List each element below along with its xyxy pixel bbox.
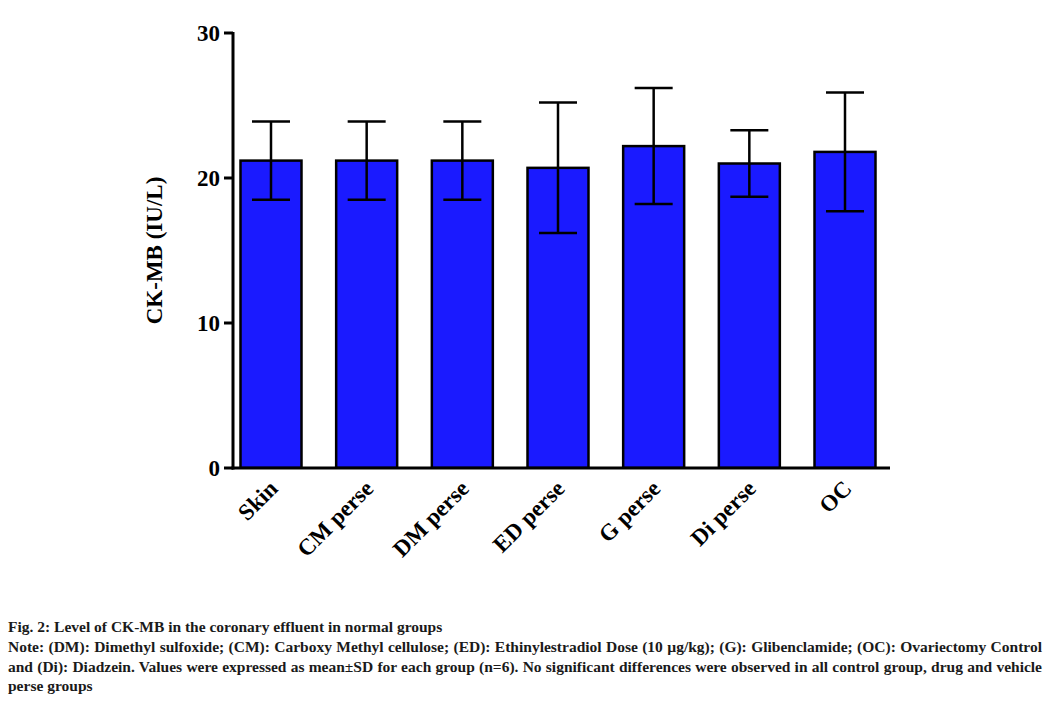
y-tick bbox=[224, 467, 233, 470]
x-tick-label: OC bbox=[814, 476, 856, 518]
error-cap bbox=[826, 91, 864, 94]
caption: Fig. 2: Level of CK-MB in the coronary e… bbox=[8, 617, 1042, 696]
x-tick-label: DM perse bbox=[388, 476, 474, 562]
bar bbox=[432, 161, 493, 468]
error-cap bbox=[826, 210, 864, 213]
y-tick-label: 10 bbox=[197, 311, 220, 336]
bar bbox=[241, 161, 302, 468]
error-cap bbox=[730, 196, 768, 199]
error-cap bbox=[730, 129, 768, 132]
error-cap bbox=[443, 120, 481, 123]
x-tick-label: Di perse bbox=[686, 476, 761, 551]
error-stem bbox=[844, 92, 847, 211]
x-tick-label: CM perse bbox=[292, 476, 378, 562]
error-cap bbox=[348, 120, 386, 123]
error-bar bbox=[635, 88, 673, 204]
error-stem bbox=[557, 103, 560, 234]
plot-area bbox=[241, 88, 876, 468]
figure-title: Fig. 2: Level of CK-MB in the coronary e… bbox=[8, 617, 1042, 637]
error-stem bbox=[270, 121, 273, 199]
y-tick-label: 0 bbox=[209, 456, 221, 481]
error-cap bbox=[348, 199, 386, 202]
figure-note: Note: (DM): Dimethyl sulfoxide; (CM): Ca… bbox=[8, 637, 1042, 696]
error-bar bbox=[443, 121, 481, 199]
bar bbox=[336, 161, 397, 468]
error-cap bbox=[252, 199, 290, 202]
bar bbox=[719, 164, 780, 469]
error-stem bbox=[461, 121, 464, 199]
error-bar bbox=[826, 92, 864, 211]
y-axis-line bbox=[232, 32, 235, 470]
error-bar bbox=[348, 121, 386, 199]
y-axis-label: CK-MB (IU/L) bbox=[142, 177, 167, 325]
error-cap bbox=[635, 203, 673, 206]
y-tick bbox=[224, 177, 233, 180]
error-stem bbox=[748, 130, 751, 197]
error-bar bbox=[252, 121, 290, 199]
y-tick-label: 30 bbox=[197, 21, 220, 46]
y-tick-label: 20 bbox=[197, 166, 220, 191]
error-cap bbox=[635, 87, 673, 90]
x-tick-label: G perse bbox=[594, 476, 665, 547]
y-tick bbox=[224, 32, 233, 35]
error-bar bbox=[539, 103, 577, 234]
x-tick-label: Skin bbox=[233, 476, 282, 525]
error-bar bbox=[730, 130, 768, 197]
error-cap bbox=[443, 199, 481, 202]
error-cap bbox=[539, 101, 577, 104]
error-cap bbox=[252, 120, 290, 123]
error-stem bbox=[652, 88, 655, 204]
error-stem bbox=[365, 121, 368, 199]
x-tick-label: ED perse bbox=[488, 476, 569, 557]
error-cap bbox=[539, 232, 577, 235]
x-axis-line bbox=[232, 467, 891, 470]
y-tick bbox=[224, 322, 233, 325]
